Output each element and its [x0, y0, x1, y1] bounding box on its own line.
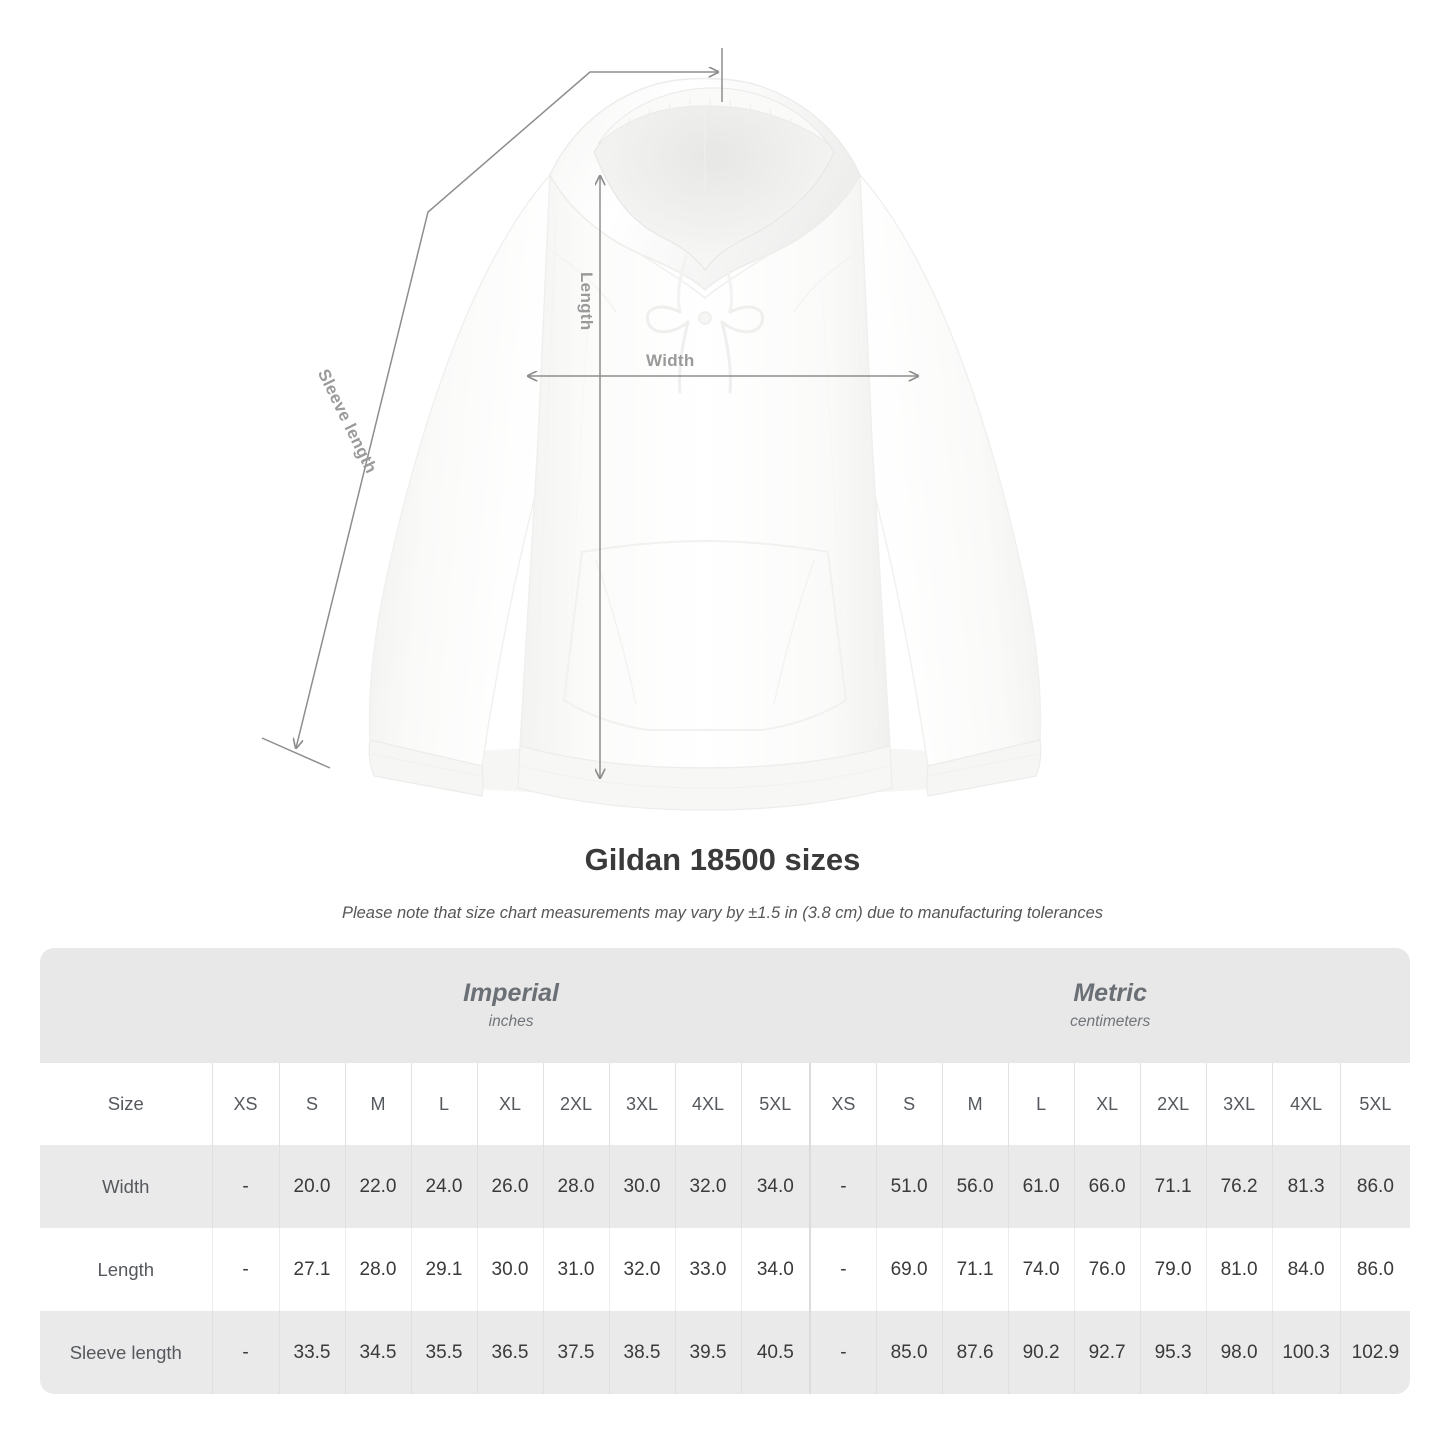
header-size-imp-8: 5XL — [740, 1063, 811, 1145]
cell-sleeve-imp-5: 37.5 — [542, 1311, 609, 1394]
cell-length-met-3: 74.0 — [1007, 1228, 1075, 1311]
cell-sleeve-met-6: 98.0 — [1205, 1311, 1273, 1394]
cell-length-imp-7: 33.0 — [674, 1228, 741, 1311]
cell-width-met-3: 61.0 — [1007, 1145, 1075, 1228]
cell-width-met-2: 56.0 — [941, 1145, 1009, 1228]
cell-length-met-1: 69.0 — [875, 1228, 943, 1311]
header-size-met-2: M — [941, 1063, 1009, 1145]
cell-width-met-1: 51.0 — [875, 1145, 943, 1228]
cell-width-imp-6: 30.0 — [608, 1145, 675, 1228]
header-size-met-7: 4XL — [1271, 1063, 1341, 1145]
cell-width-met-7: 81.3 — [1271, 1145, 1341, 1228]
header-size-imp-7: 4XL — [674, 1063, 741, 1145]
cell-sleeve-met-5: 95.3 — [1139, 1311, 1207, 1394]
cell-width-imp-1: 20.0 — [278, 1145, 345, 1228]
hoodie-image — [368, 77, 1042, 811]
cell-length-met-8: 86.0 — [1339, 1228, 1411, 1311]
hoodie-diagram: Length Width Sleeve length — [261, 48, 1042, 811]
cell-width-imp-7: 32.0 — [674, 1145, 741, 1228]
header-size-label: Size — [40, 1063, 212, 1145]
width-label: Width — [646, 351, 695, 370]
cell-length-imp-8: 34.0 — [740, 1228, 811, 1311]
table-header-row: Size XS S M L XL 2XL 3XL 4XL 5XL XS S M … — [40, 1063, 1411, 1145]
cell-length-imp-4: 30.0 — [476, 1228, 543, 1311]
cell-width-imp-2: 22.0 — [344, 1145, 411, 1228]
header-size-imp-4: XL — [476, 1063, 543, 1145]
cell-width-met-0: - — [809, 1145, 877, 1228]
cell-length-imp-5: 31.0 — [542, 1228, 609, 1311]
cell-sleeve-imp-0: - — [211, 1311, 279, 1394]
length-label: Length — [577, 272, 596, 331]
cell-sleeve-met-7: 100.3 — [1271, 1311, 1341, 1394]
cell-width-imp-0: - — [211, 1145, 279, 1228]
unit-banner-metric: Metric centimeters — [810, 948, 1411, 1063]
cell-sleeve-imp-6: 38.5 — [608, 1311, 675, 1394]
cell-length-imp-1: 27.1 — [278, 1228, 345, 1311]
unit-banner-row: Imperial inches Metric centimeters — [40, 948, 1411, 1063]
cell-sleeve-imp-2: 34.5 — [344, 1311, 411, 1394]
cell-length-met-7: 84.0 — [1271, 1228, 1341, 1311]
table-row-length: Length - 27.1 28.0 29.1 30.0 31.0 32.0 3… — [40, 1228, 1411, 1311]
title-block: Gildan 18500 sizes Please note that size… — [0, 840, 1445, 924]
cell-width-met-5: 71.1 — [1139, 1145, 1207, 1228]
header-size-imp-5: 2XL — [542, 1063, 609, 1145]
cell-length-imp-2: 28.0 — [344, 1228, 411, 1311]
cell-sleeve-met-1: 85.0 — [875, 1311, 943, 1394]
cell-length-imp-3: 29.1 — [410, 1228, 477, 1311]
header-size-met-5: 2XL — [1139, 1063, 1207, 1145]
cell-width-imp-5: 28.0 — [542, 1145, 609, 1228]
cell-width-imp-8: 34.0 — [740, 1145, 811, 1228]
cell-sleeve-imp-7: 39.5 — [674, 1311, 741, 1394]
cell-length-met-2: 71.1 — [941, 1228, 1009, 1311]
cell-length-met-5: 79.0 — [1139, 1228, 1207, 1311]
table-row-sleeve-length: Sleeve length - 33.5 34.5 35.5 36.5 37.5… — [40, 1311, 1411, 1394]
header-size-imp-6: 3XL — [608, 1063, 675, 1145]
unit-imperial-name: Imperial — [463, 979, 559, 1008]
row-label-sleeve-length: Sleeve length — [40, 1311, 212, 1394]
header-size-met-0: XS — [809, 1063, 877, 1145]
cell-length-met-0: - — [809, 1228, 877, 1311]
cell-sleeve-met-0: - — [809, 1311, 877, 1394]
size-chart-table: Imperial inches Metric centimeters Size … — [40, 948, 1411, 1394]
cell-sleeve-met-4: 92.7 — [1073, 1311, 1141, 1394]
cell-sleeve-imp-3: 35.5 — [410, 1311, 477, 1394]
row-label-length: Length — [40, 1228, 212, 1311]
cell-sleeve-imp-4: 36.5 — [476, 1311, 543, 1394]
cell-length-imp-6: 32.0 — [608, 1228, 675, 1311]
cell-length-met-4: 76.0 — [1073, 1228, 1141, 1311]
header-size-met-4: XL — [1073, 1063, 1141, 1145]
cell-width-imp-3: 24.0 — [410, 1145, 477, 1228]
unit-banner-spacer — [40, 948, 212, 1063]
cell-sleeve-imp-8: 40.5 — [740, 1311, 811, 1394]
header-size-met-1: S — [875, 1063, 943, 1145]
header-size-met-6: 3XL — [1205, 1063, 1273, 1145]
cell-width-met-4: 66.0 — [1073, 1145, 1141, 1228]
cell-width-met-6: 76.2 — [1205, 1145, 1273, 1228]
table-row-width: Width - 20.0 22.0 24.0 26.0 28.0 30.0 32… — [40, 1145, 1411, 1228]
unit-banner-imperial: Imperial inches — [212, 948, 811, 1063]
header-size-imp-2: M — [344, 1063, 411, 1145]
header-size-imp-3: L — [410, 1063, 477, 1145]
cell-length-met-6: 81.0 — [1205, 1228, 1273, 1311]
unit-metric-name: Metric — [1073, 979, 1147, 1008]
cell-sleeve-met-2: 87.6 — [941, 1311, 1009, 1394]
cell-length-imp-0: - — [211, 1228, 279, 1311]
cell-width-imp-4: 26.0 — [476, 1145, 543, 1228]
header-size-met-3: L — [1007, 1063, 1075, 1145]
header-size-met-8: 5XL — [1339, 1063, 1411, 1145]
size-chart-table-wrap: Imperial inches Metric centimeters Size … — [40, 948, 1411, 1394]
cell-width-met-8: 86.0 — [1339, 1145, 1411, 1228]
page-subtitle: Please note that size chart measurements… — [341, 904, 1104, 922]
page-title: Gildan 18500 sizes — [584, 842, 861, 877]
header-size-imp-1: S — [278, 1063, 345, 1145]
cell-sleeve-met-3: 90.2 — [1007, 1311, 1075, 1394]
unit-imperial-sub: inches — [488, 1013, 534, 1031]
row-label-width: Width — [40, 1145, 212, 1228]
header-size-imp-0: XS — [211, 1063, 279, 1145]
cell-sleeve-met-8: 102.9 — [1339, 1311, 1411, 1394]
unit-metric-sub: centimeters — [1070, 1013, 1151, 1031]
cell-sleeve-imp-1: 33.5 — [278, 1311, 345, 1394]
